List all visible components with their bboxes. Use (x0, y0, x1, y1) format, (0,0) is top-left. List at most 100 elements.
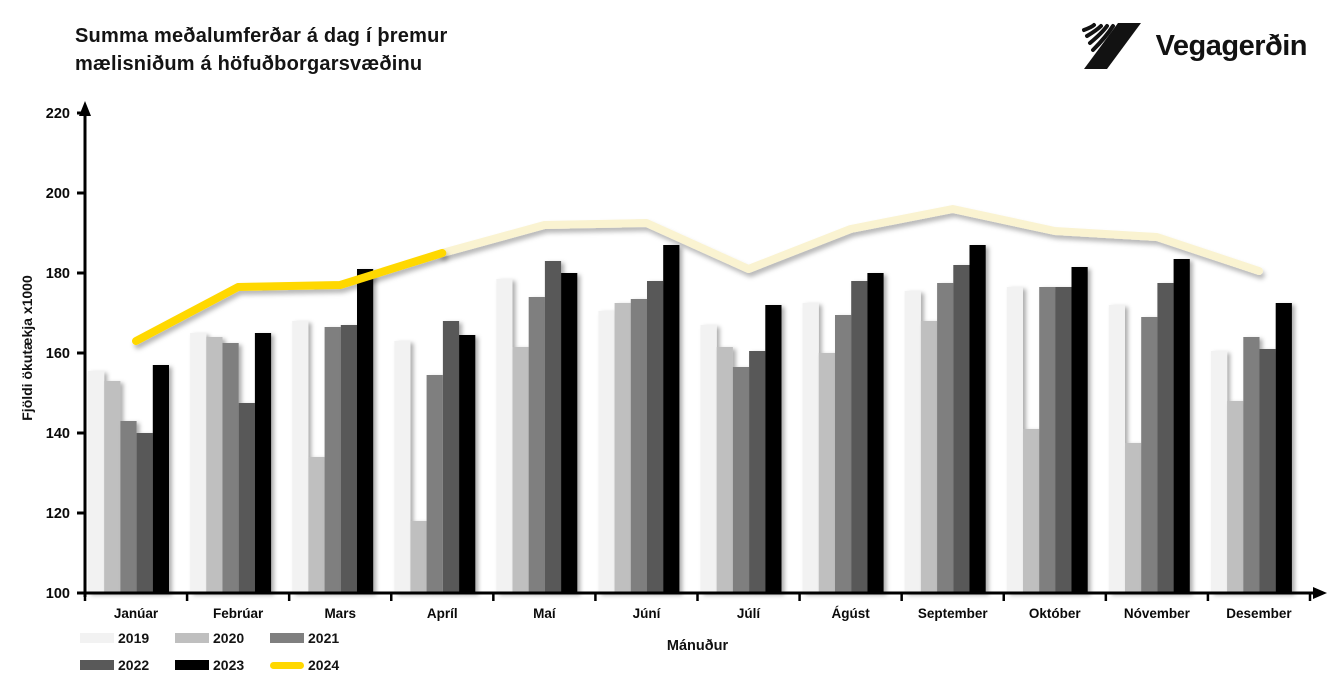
bar-2023-Nóvember (1173, 259, 1190, 593)
y-tick-label: 100 (46, 586, 70, 602)
x-category-label: September (918, 606, 989, 621)
x-category-label: Október (1029, 606, 1082, 621)
bar-2019-Nóvember (1108, 305, 1125, 593)
legend-label-2023: 2023 (213, 657, 245, 673)
bar-2023-Maí (561, 273, 578, 593)
bar-2021-Febrúar (222, 343, 239, 593)
bar-2019-Júlí (700, 325, 717, 593)
y-tick-label: 160 (46, 346, 70, 362)
bar-2019-Maí (496, 279, 513, 593)
bar-2021-Nóvember (1141, 317, 1158, 593)
bar-2020-Desember (1227, 401, 1244, 593)
bar-2020-Maí (512, 347, 529, 593)
line-2024-projected (438, 205, 1263, 275)
x-axis-arrow (1313, 587, 1327, 599)
vegagerdin-logo-text: Vegagerðin (1155, 29, 1308, 62)
bar-2023-Febrúar (254, 333, 272, 593)
bar-2020-Júlí (716, 347, 733, 593)
legend-item-2019: 2019 (80, 630, 175, 646)
bar-2023-Janúar (152, 365, 169, 593)
bar-2023-Júní (663, 245, 680, 593)
bar-2023-September (969, 245, 986, 593)
x-category-label: Desember (1226, 606, 1292, 621)
page-title-line1: Summa meðalumferðar á dag í þremur (75, 25, 448, 47)
bar-2019-Júní (598, 311, 615, 593)
legend-swatch-2020 (175, 633, 209, 643)
bar-2022-Júní (647, 281, 664, 593)
bar-2023-Apríl (459, 335, 476, 593)
bar-2021-Ágúst (835, 315, 852, 593)
legend-item-2024: 2024 (270, 657, 365, 673)
bar-2023-Ágúst (867, 273, 884, 593)
legend-label-2024: 2024 (308, 657, 340, 673)
bar-2020-Júní (614, 303, 631, 593)
bar-2022-Nóvember (1157, 283, 1174, 593)
chart-legend: 2019 2020 2021 2022 2023 2024 (80, 630, 365, 673)
bar-2020-Ágúst (818, 353, 835, 593)
bar-2019-Apríl (394, 341, 411, 593)
bar-2022-Ágúst (851, 281, 868, 593)
legend-label-2020: 2020 (213, 630, 245, 646)
line-2024-solid (132, 249, 447, 345)
vegagerdin-logo: Vegagerðin (1080, 22, 1308, 70)
bar-2022-Október (1055, 287, 1072, 593)
bar-2021-September (937, 283, 954, 593)
legend-swatch-2022 (80, 660, 114, 670)
x-category-label: Maí (533, 606, 557, 621)
bar-2023-Október (1071, 267, 1088, 593)
y-axis-title: Fjöldi ökutækja x1000 (19, 275, 35, 421)
legend-item-2023: 2023 (175, 657, 270, 673)
bar-2022-Apríl (442, 321, 460, 593)
x-axis-title: Mánuður (666, 638, 729, 654)
x-category-label: Ágúst (832, 606, 871, 621)
bar-2020-September (920, 321, 938, 593)
bar-2020-Janúar (104, 381, 121, 593)
bar-2022-September (953, 265, 970, 593)
bar-2020-Apríl (410, 521, 427, 593)
legend-swatch-2024 (270, 661, 304, 669)
legend-label-2022: 2022 (118, 657, 150, 673)
x-category-label: Apríl (427, 606, 458, 621)
bar-2022-Maí (544, 261, 562, 593)
x-category-label: Nóvember (1124, 606, 1191, 621)
bar-2023-Desember (1275, 303, 1292, 593)
y-tick-label: 140 (46, 426, 70, 442)
x-category-label: Janúar (114, 606, 159, 621)
page-title-line2: mælisniðum á höfuðborgarsvæðinu (75, 53, 423, 75)
vegagerdin-logo-mark (1081, 23, 1141, 69)
legend-label-2019: 2019 (118, 630, 150, 646)
legend-item-2020: 2020 (175, 630, 270, 646)
bar-2019-September (904, 291, 921, 593)
legend-item-2022: 2022 (80, 657, 175, 673)
page-title: Summa meðalumferðar á dag í þremur mælis… (75, 22, 447, 78)
y-tick-label: 120 (46, 506, 70, 522)
bar-2021-Janúar (120, 421, 137, 593)
x-category-label: Júní (633, 606, 662, 621)
bar-2019-Febrúar (190, 333, 207, 593)
bar-2019-Desember (1210, 351, 1228, 593)
legend-swatch-2023 (175, 660, 209, 670)
y-tick-label: 180 (46, 266, 70, 282)
bar-2021-Apríl (426, 375, 443, 593)
bar-2020-Febrúar (206, 337, 223, 593)
legend-swatch-2021 (270, 633, 304, 643)
x-category-label: Júlí (737, 606, 762, 621)
bar-2023-Mars (357, 269, 374, 593)
bar-2020-Mars (308, 457, 325, 593)
bar-2022-Desember (1259, 349, 1276, 593)
bar-2019-Janúar (88, 371, 105, 593)
bar-2022-Júlí (749, 351, 766, 593)
legend-swatch-2019 (80, 633, 114, 643)
bar-2023-Júlí (765, 305, 782, 593)
bar-2019-Mars (292, 321, 309, 593)
bar-2021-Október (1039, 287, 1056, 593)
bar-2021-Júní (630, 299, 647, 593)
bar-2020-Október (1023, 429, 1040, 593)
legend-label-2021: 2021 (308, 630, 340, 646)
bar-2019-Ágúst (802, 303, 819, 593)
bar-2021-Desember (1243, 337, 1260, 593)
bar-2021-Maí (528, 297, 545, 593)
bar-2022-Mars (340, 325, 357, 593)
legend-item-2021: 2021 (270, 630, 365, 646)
